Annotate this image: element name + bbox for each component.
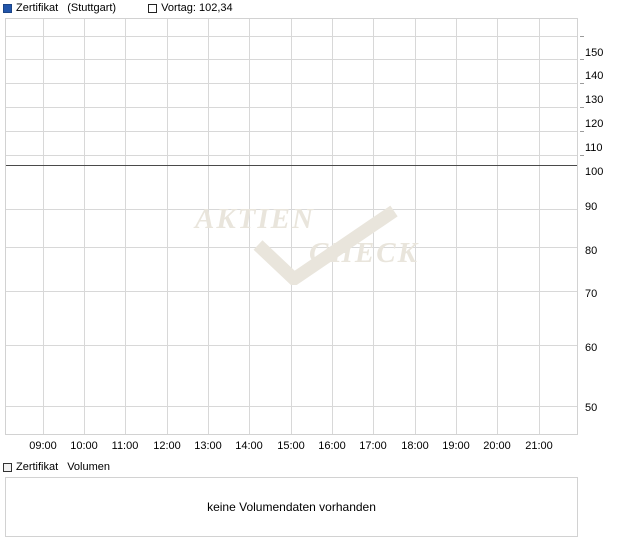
price-chart-legend: Zertifikat (Stuttgart) Vortag: 102,34 (3, 1, 233, 15)
y-axis-label-90: 90 (585, 201, 598, 213)
legend-item-vortag[interactable]: Vortag: 102,34 (148, 1, 233, 15)
gridline-v-2000 (497, 19, 498, 434)
x-axis-label-9: 18:00 (401, 440, 429, 452)
y-axis-label-140: 140 (585, 70, 604, 82)
legend-reference-label: Vortag: 102,34 (161, 2, 233, 14)
x-axis-label-1: 10:00 (70, 440, 98, 452)
x-axis-label-5: 14:00 (235, 440, 263, 452)
x-axis-label-12: 21:00 (525, 440, 553, 452)
x-axis-label-6: 15:00 (277, 440, 305, 452)
legend-item-zertifikat[interactable]: Zertifikat (3, 1, 58, 15)
y-axis: 150 140 130 120 110 100 90 80 70 60 50 (580, 18, 620, 435)
y-axis-label-150: 150 (585, 47, 604, 59)
price-chart-plot-area[interactable]: AKTIEN CHECK (5, 18, 578, 435)
y-axis-label-50: 50 (585, 402, 598, 414)
series-layer (6, 19, 577, 434)
gridline-v-1800 (415, 19, 416, 434)
y-tick-110 (580, 131, 584, 132)
y-tick-140 (580, 59, 584, 60)
y-axis-label-130: 130 (585, 94, 604, 106)
x-axis-label-3: 12:00 (153, 440, 181, 452)
x-axis-label-10: 19:00 (442, 440, 470, 452)
x-axis-label-4: 13:00 (194, 440, 222, 452)
y-axis-label-110: 110 (585, 142, 603, 154)
y-tick-150 (580, 36, 584, 37)
legend-series-label: Zertifikat (16, 2, 59, 14)
volume-color-swatch-icon (3, 463, 12, 472)
x-axis: 09:00 10:00 11:00 12:00 13:00 14:00 15:0… (5, 436, 578, 454)
y-axis-label-60: 60 (585, 342, 598, 354)
reference-line-swatch-icon (148, 3, 158, 13)
volume-chart-legend: Zertifikat Volumen (3, 461, 110, 474)
x-axis-label-8: 17:00 (359, 440, 387, 452)
gridline-v-0900 (43, 19, 44, 434)
gridline-v-2100 (539, 19, 540, 434)
x-axis-label-0: 09:00 (29, 440, 57, 452)
volume-empty-message: keine Volumendaten vorhanden (207, 500, 376, 514)
y-tick-100 (580, 155, 584, 156)
x-axis-label-7: 16:00 (318, 440, 346, 452)
volume-legend-series-label: Zertifikat (16, 461, 59, 473)
y-axis-label-70: 70 (585, 288, 598, 300)
gridline-v-1300 (208, 19, 209, 434)
vortag-reference-line (6, 165, 577, 166)
series-color-swatch-icon (3, 3, 12, 13)
gridline-v-1400 (249, 19, 250, 434)
legend-venue-label: (Stuttgart) (67, 2, 117, 14)
gridline-v-1200 (167, 19, 168, 434)
volume-chart-plot-area[interactable]: keine Volumendaten vorhanden (5, 477, 578, 537)
gridline-v-1900 (456, 19, 457, 434)
y-axis-label-100: 100 (585, 166, 604, 178)
y-axis-label-120: 120 (585, 118, 604, 130)
y-axis-label-80: 80 (585, 245, 598, 257)
legend-item-volume[interactable]: Zertifikat (3, 461, 58, 474)
gridline-v-1000 (84, 19, 85, 434)
x-axis-label-2: 11:00 (111, 440, 139, 452)
y-tick-120 (580, 107, 584, 108)
x-axis-label-11: 20:00 (483, 440, 511, 452)
y-tick-130 (580, 83, 584, 84)
gridline-v-1100 (125, 19, 126, 434)
volume-legend-type-label: Volumen (67, 461, 110, 473)
